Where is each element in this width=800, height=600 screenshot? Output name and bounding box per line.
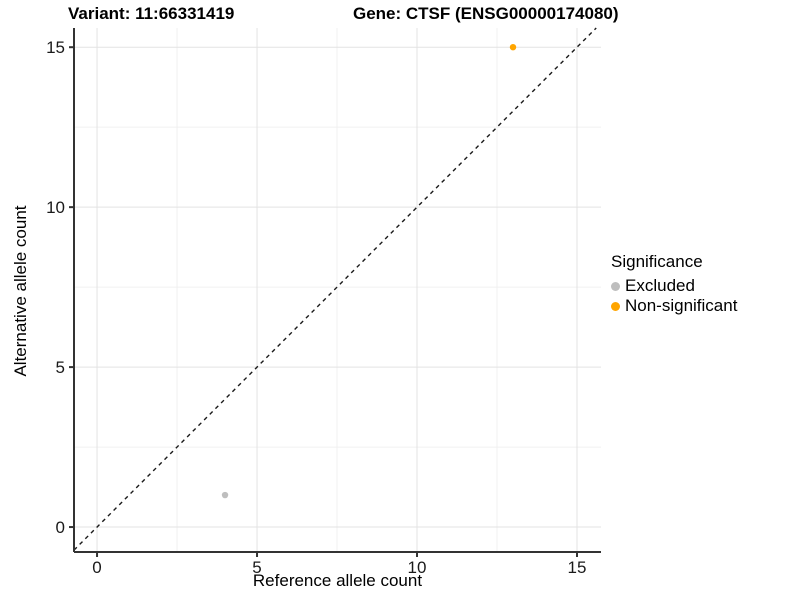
svg-text:10: 10	[46, 198, 65, 217]
non-significant-point-icon	[611, 301, 620, 311]
svg-text:0: 0	[92, 558, 101, 577]
legend-item-label: Excluded	[625, 276, 695, 295]
svg-text:10: 10	[408, 558, 427, 577]
svg-text:5: 5	[252, 558, 261, 577]
svg-text:15: 15	[46, 38, 65, 57]
svg-text:5: 5	[56, 358, 65, 377]
legend-item-excluded: Excluded	[611, 276, 737, 296]
legend: Significance Excluded Non-significant	[611, 252, 737, 316]
y-axis-label: Alternative allele count	[11, 205, 30, 377]
svg-text:0: 0	[56, 518, 65, 537]
variant-title: Variant: 11:66331419	[68, 4, 235, 23]
legend-item-non-significant: Non-significant	[611, 296, 737, 316]
legend-title: Significance	[611, 252, 703, 271]
gene-title: Gene: CTSF (ENSG00000174080)	[353, 4, 619, 23]
x-axis-label: Reference allele count	[252, 571, 423, 590]
excluded-point-icon	[611, 281, 620, 291]
svg-text:15: 15	[568, 558, 587, 577]
legend-item-label: Non-significant	[625, 296, 738, 315]
